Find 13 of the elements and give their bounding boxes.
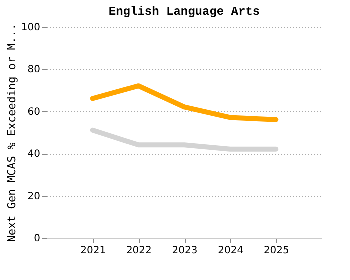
x-tick-label: 2022 (126, 246, 152, 256)
y-tick-label: 80 (28, 64, 40, 76)
x-tick-label: 2021 (80, 246, 106, 256)
y-axis-title: Next Gen MCAS % Exceeding or M... (5, 24, 18, 242)
y-tick-label: 40 (28, 149, 40, 160)
y-tick-label: 0 (34, 234, 40, 244)
x-tick-label: 2025 (264, 246, 290, 256)
y-tick-label: 20 (28, 191, 40, 202)
y-tick-label: 60 (28, 106, 40, 118)
x-tick-label: 2023 (172, 246, 198, 256)
x-tick-label: 2024 (218, 246, 244, 256)
chart-title: English Language Arts (108, 5, 260, 19)
y-tick-label: 100 (21, 22, 40, 34)
